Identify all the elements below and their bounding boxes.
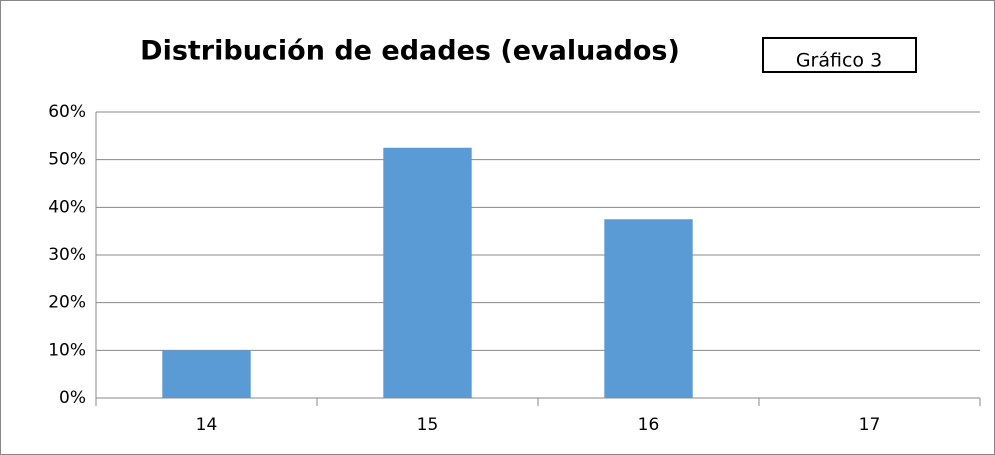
- bar: [383, 147, 472, 398]
- bar: [162, 350, 251, 398]
- y-tick-label: 0%: [59, 388, 86, 408]
- y-tick-label: 30%: [48, 245, 86, 265]
- y-tick-label: 50%: [48, 150, 86, 170]
- x-tick-label: 16: [638, 415, 660, 435]
- y-tick-label: 60%: [48, 102, 86, 122]
- x-tick-label: 14: [196, 415, 218, 435]
- y-tick-label: 20%: [48, 293, 86, 313]
- x-tick-label: 15: [417, 415, 439, 435]
- x-tick-label: 17: [859, 415, 881, 435]
- bar: [604, 219, 693, 398]
- annotation-box: [762, 37, 917, 73]
- y-tick-label: 40%: [48, 197, 86, 217]
- chart-title: Distribución de edades (evaluados): [140, 36, 680, 67]
- annotation: Gráfico 3: [796, 50, 882, 72]
- y-tick-label: 10%: [48, 340, 86, 360]
